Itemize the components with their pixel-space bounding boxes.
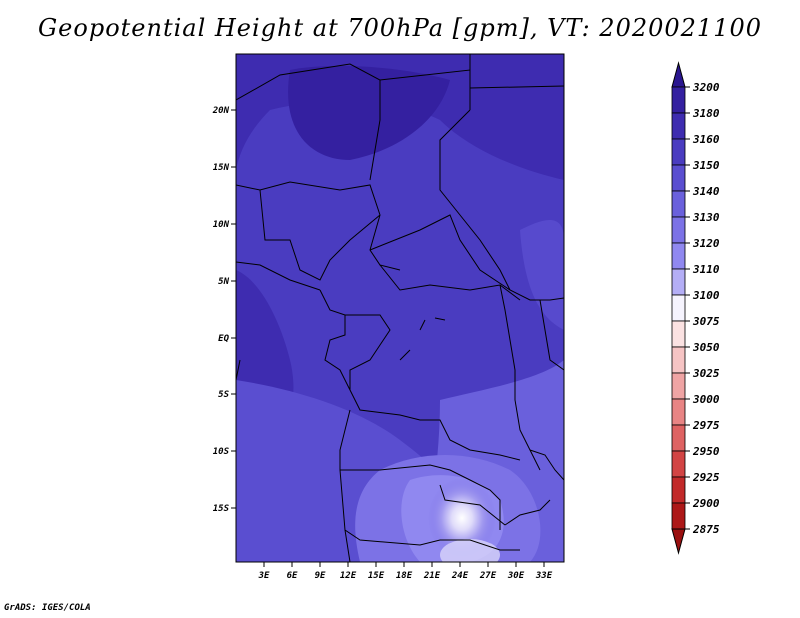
lon-label: 30E bbox=[507, 571, 525, 581]
lat-label: 5N bbox=[218, 277, 229, 287]
colorbar-label: 3110 bbox=[692, 263, 720, 276]
colorbar-label: 3100 bbox=[692, 289, 720, 302]
colorbar-label: 3025 bbox=[692, 367, 720, 380]
colorbar-top-arrow bbox=[671, 61, 686, 88]
colorbar-cell bbox=[671, 398, 686, 426]
colorbar: 3200 3180 3160 3150 3140 3130 3120 3110 3100 3075… bbox=[671, 61, 720, 555]
colorbar-label: 2925 bbox=[692, 471, 720, 484]
colorbar-cell bbox=[671, 502, 686, 530]
grads-credit: GrADS: IGES/COLA bbox=[4, 603, 91, 613]
lon-label: 15E bbox=[368, 571, 385, 581]
colorbar-label: 3150 bbox=[692, 159, 720, 172]
colorbar-cell bbox=[671, 86, 686, 114]
colorbar-cell bbox=[671, 112, 686, 140]
colorbar-cell bbox=[671, 216, 686, 244]
colorbar-cell bbox=[671, 268, 686, 296]
colorbar-cell bbox=[671, 450, 686, 478]
colorbar-label: 3120 bbox=[692, 237, 720, 250]
colorbar-cell bbox=[671, 424, 686, 452]
colorbar-label: 3130 bbox=[692, 211, 720, 224]
colorbar-cell bbox=[671, 476, 686, 504]
colorbar-cell bbox=[671, 294, 686, 322]
colorbar-bottom-arrow bbox=[671, 528, 686, 555]
colorbar-label: 3140 bbox=[692, 185, 720, 198]
lon-label: 6E bbox=[287, 571, 298, 581]
colorbar-label: 3180 bbox=[692, 107, 720, 120]
lon-label: 24E bbox=[451, 571, 469, 581]
lon-label: 12E bbox=[340, 571, 357, 581]
lon-label: 3E bbox=[258, 571, 270, 581]
colorbar-label: 3200 bbox=[692, 81, 720, 94]
colorbar-label: 2975 bbox=[692, 419, 720, 432]
colorbar-label: 3160 bbox=[692, 133, 720, 146]
lon-label: 21E bbox=[423, 571, 441, 581]
lat-label: 15S bbox=[213, 504, 230, 514]
lon-label: 33E bbox=[535, 571, 553, 581]
lat-label: 10S bbox=[213, 447, 230, 457]
lat-label: 10N bbox=[213, 220, 230, 230]
lat-label: 5S bbox=[218, 390, 229, 400]
latitude-axis: 20N 15N 10N 5N EQ 5S 10S 15S bbox=[212, 106, 236, 514]
colorbar-cell bbox=[671, 372, 686, 400]
longitude-axis: 3E 6E 9E 12E 15E 18E 21E 24E 27E 30E 33E bbox=[258, 562, 553, 581]
country-borders bbox=[236, 54, 564, 562]
lat-label: 20N bbox=[212, 106, 230, 116]
map-frame bbox=[235, 53, 565, 563]
lon-label: 9E bbox=[315, 571, 326, 581]
geopotential-field bbox=[236, 54, 564, 562]
colorbar-cell bbox=[671, 320, 686, 348]
colorbar-cell bbox=[671, 346, 686, 374]
colorbar-label: 3050 bbox=[692, 341, 720, 354]
chart-title: Geopotential Height at 700hPa [gpm], VT:… bbox=[38, 14, 762, 42]
colorbar-label: 3075 bbox=[692, 315, 720, 328]
colorbar-cell bbox=[671, 138, 686, 166]
colorbar-cell bbox=[671, 242, 686, 270]
colorbar-label: 2950 bbox=[692, 445, 720, 458]
lon-label: 18E bbox=[396, 571, 413, 581]
lon-label: 27E bbox=[479, 571, 497, 581]
colorbar-cell bbox=[671, 190, 686, 218]
lat-label: 15N bbox=[213, 163, 230, 173]
lat-label: EQ bbox=[218, 334, 229, 344]
colorbar-label: 2900 bbox=[692, 497, 720, 510]
colorbar-label: 3000 bbox=[692, 393, 720, 406]
colorbar-label: 2875 bbox=[692, 523, 720, 536]
colorbar-cell bbox=[671, 164, 686, 192]
